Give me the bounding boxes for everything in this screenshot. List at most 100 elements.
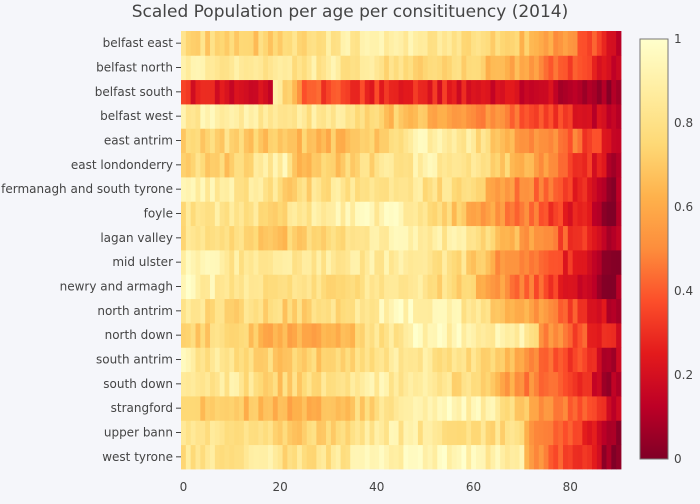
heatmap-cell	[205, 177, 211, 202]
x-tick-label: 40	[369, 480, 384, 494]
heatmap-cell	[345, 347, 351, 373]
heatmap-cell	[364, 396, 370, 421]
heatmap-cell	[582, 225, 588, 251]
heatmap-cell	[437, 323, 443, 348]
heatmap-cell	[601, 444, 607, 470]
heatmap-cell	[446, 152, 453, 178]
heatmap-cell	[538, 55, 545, 81]
heatmap-cell	[258, 444, 264, 470]
heatmap-cell	[219, 298, 225, 324]
heatmap-cell	[606, 347, 612, 373]
heatmap-cell	[533, 347, 540, 373]
heatmap-cell	[253, 396, 259, 421]
heatmap-cell	[210, 250, 216, 275]
heatmap-cell	[543, 55, 549, 81]
heatmap-cell	[355, 298, 361, 324]
y-tick-label: newry and armagh	[60, 280, 173, 294]
heatmap-cell	[456, 201, 462, 227]
heatmap-cell	[355, 250, 361, 275]
heatmap-cell	[524, 371, 530, 397]
heatmap-cell	[311, 420, 317, 446]
heatmap-cell	[282, 79, 288, 105]
heatmap-cell	[403, 444, 409, 470]
heatmap-cell	[485, 420, 491, 446]
heatmap-cell	[306, 250, 312, 275]
heatmap-cell	[190, 298, 196, 324]
heatmap-cell	[301, 250, 308, 275]
heatmap-cell	[205, 298, 211, 324]
heatmap-cell	[427, 444, 433, 470]
heatmap-cell	[577, 420, 583, 446]
heatmap-cell	[297, 250, 303, 275]
heatmap-cell	[471, 274, 477, 300]
heatmap-cell	[287, 55, 293, 81]
heatmap-cell	[616, 201, 622, 227]
heatmap-cell	[190, 420, 196, 446]
heatmap-cell	[572, 177, 578, 202]
heatmap-cell	[504, 371, 511, 397]
heatmap-cell	[417, 79, 424, 105]
heatmap-cell	[596, 444, 603, 470]
heatmap-cell	[258, 274, 264, 300]
heatmap-cell	[524, 201, 530, 227]
heatmap-cell	[475, 444, 482, 470]
heatmap-cell	[577, 250, 583, 275]
heatmap-cell	[224, 79, 230, 105]
heatmap-cell	[253, 347, 259, 373]
heatmap-cell	[437, 79, 443, 105]
heatmap-cell	[258, 201, 264, 227]
heatmap-cell	[316, 444, 322, 470]
heatmap-cell	[562, 55, 569, 81]
y-tick-label: west tyrone	[102, 450, 173, 464]
heatmap-cell	[514, 444, 520, 470]
heatmap-cell	[591, 104, 598, 129]
heatmap-cell	[200, 128, 206, 154]
heatmap-cell	[562, 347, 569, 373]
heatmap-cell	[601, 274, 607, 300]
heatmap-cell	[234, 152, 240, 178]
heatmap-cell	[437, 31, 443, 56]
heatmap-cell	[524, 323, 530, 348]
heatmap-cell	[306, 201, 312, 227]
heatmap-cell	[611, 444, 617, 470]
heatmap-cell	[408, 152, 414, 178]
heatmap-cell	[326, 298, 332, 324]
heatmap-cell	[239, 31, 245, 56]
heatmap-cell	[490, 298, 496, 324]
heatmap-cell	[330, 79, 337, 105]
heatmap-cell	[427, 104, 433, 129]
heatmap-cell	[601, 177, 607, 202]
heatmap-cell	[587, 396, 593, 421]
heatmap-cell	[422, 152, 428, 178]
heatmap-cell	[243, 201, 250, 227]
heatmap-cell	[417, 31, 424, 56]
heatmap-cell	[519, 177, 525, 202]
heatmap-cell	[345, 323, 351, 348]
heatmap-cell	[529, 396, 535, 421]
heatmap-cell	[471, 323, 477, 348]
heatmap-cell	[524, 274, 530, 300]
chart-title: Scaled Population per age per consititue…	[132, 2, 569, 22]
heatmap-cell	[321, 444, 327, 470]
heatmap-cell	[287, 31, 293, 56]
heatmap-cell	[504, 128, 511, 154]
heatmap-cell	[475, 298, 482, 324]
heatmap-cell	[248, 444, 254, 470]
heatmap-cell	[398, 323, 404, 348]
heatmap-cell	[214, 225, 221, 251]
heatmap-cell	[210, 31, 216, 56]
heatmap-cell	[422, 396, 428, 421]
heatmap-cell	[558, 371, 564, 397]
heatmap-cell	[398, 225, 404, 251]
heatmap-cell	[485, 250, 491, 275]
heatmap-cell	[403, 347, 409, 373]
heatmap-cell	[427, 396, 433, 421]
heatmap-cell	[519, 225, 525, 251]
heatmap-cell	[214, 298, 221, 324]
heatmap-cell	[287, 250, 293, 275]
heatmap-cell	[543, 79, 549, 105]
heatmap-cell	[282, 128, 288, 154]
heatmap-cell	[388, 55, 395, 81]
heatmap-cell	[301, 177, 308, 202]
heatmap-cell	[601, 128, 607, 154]
